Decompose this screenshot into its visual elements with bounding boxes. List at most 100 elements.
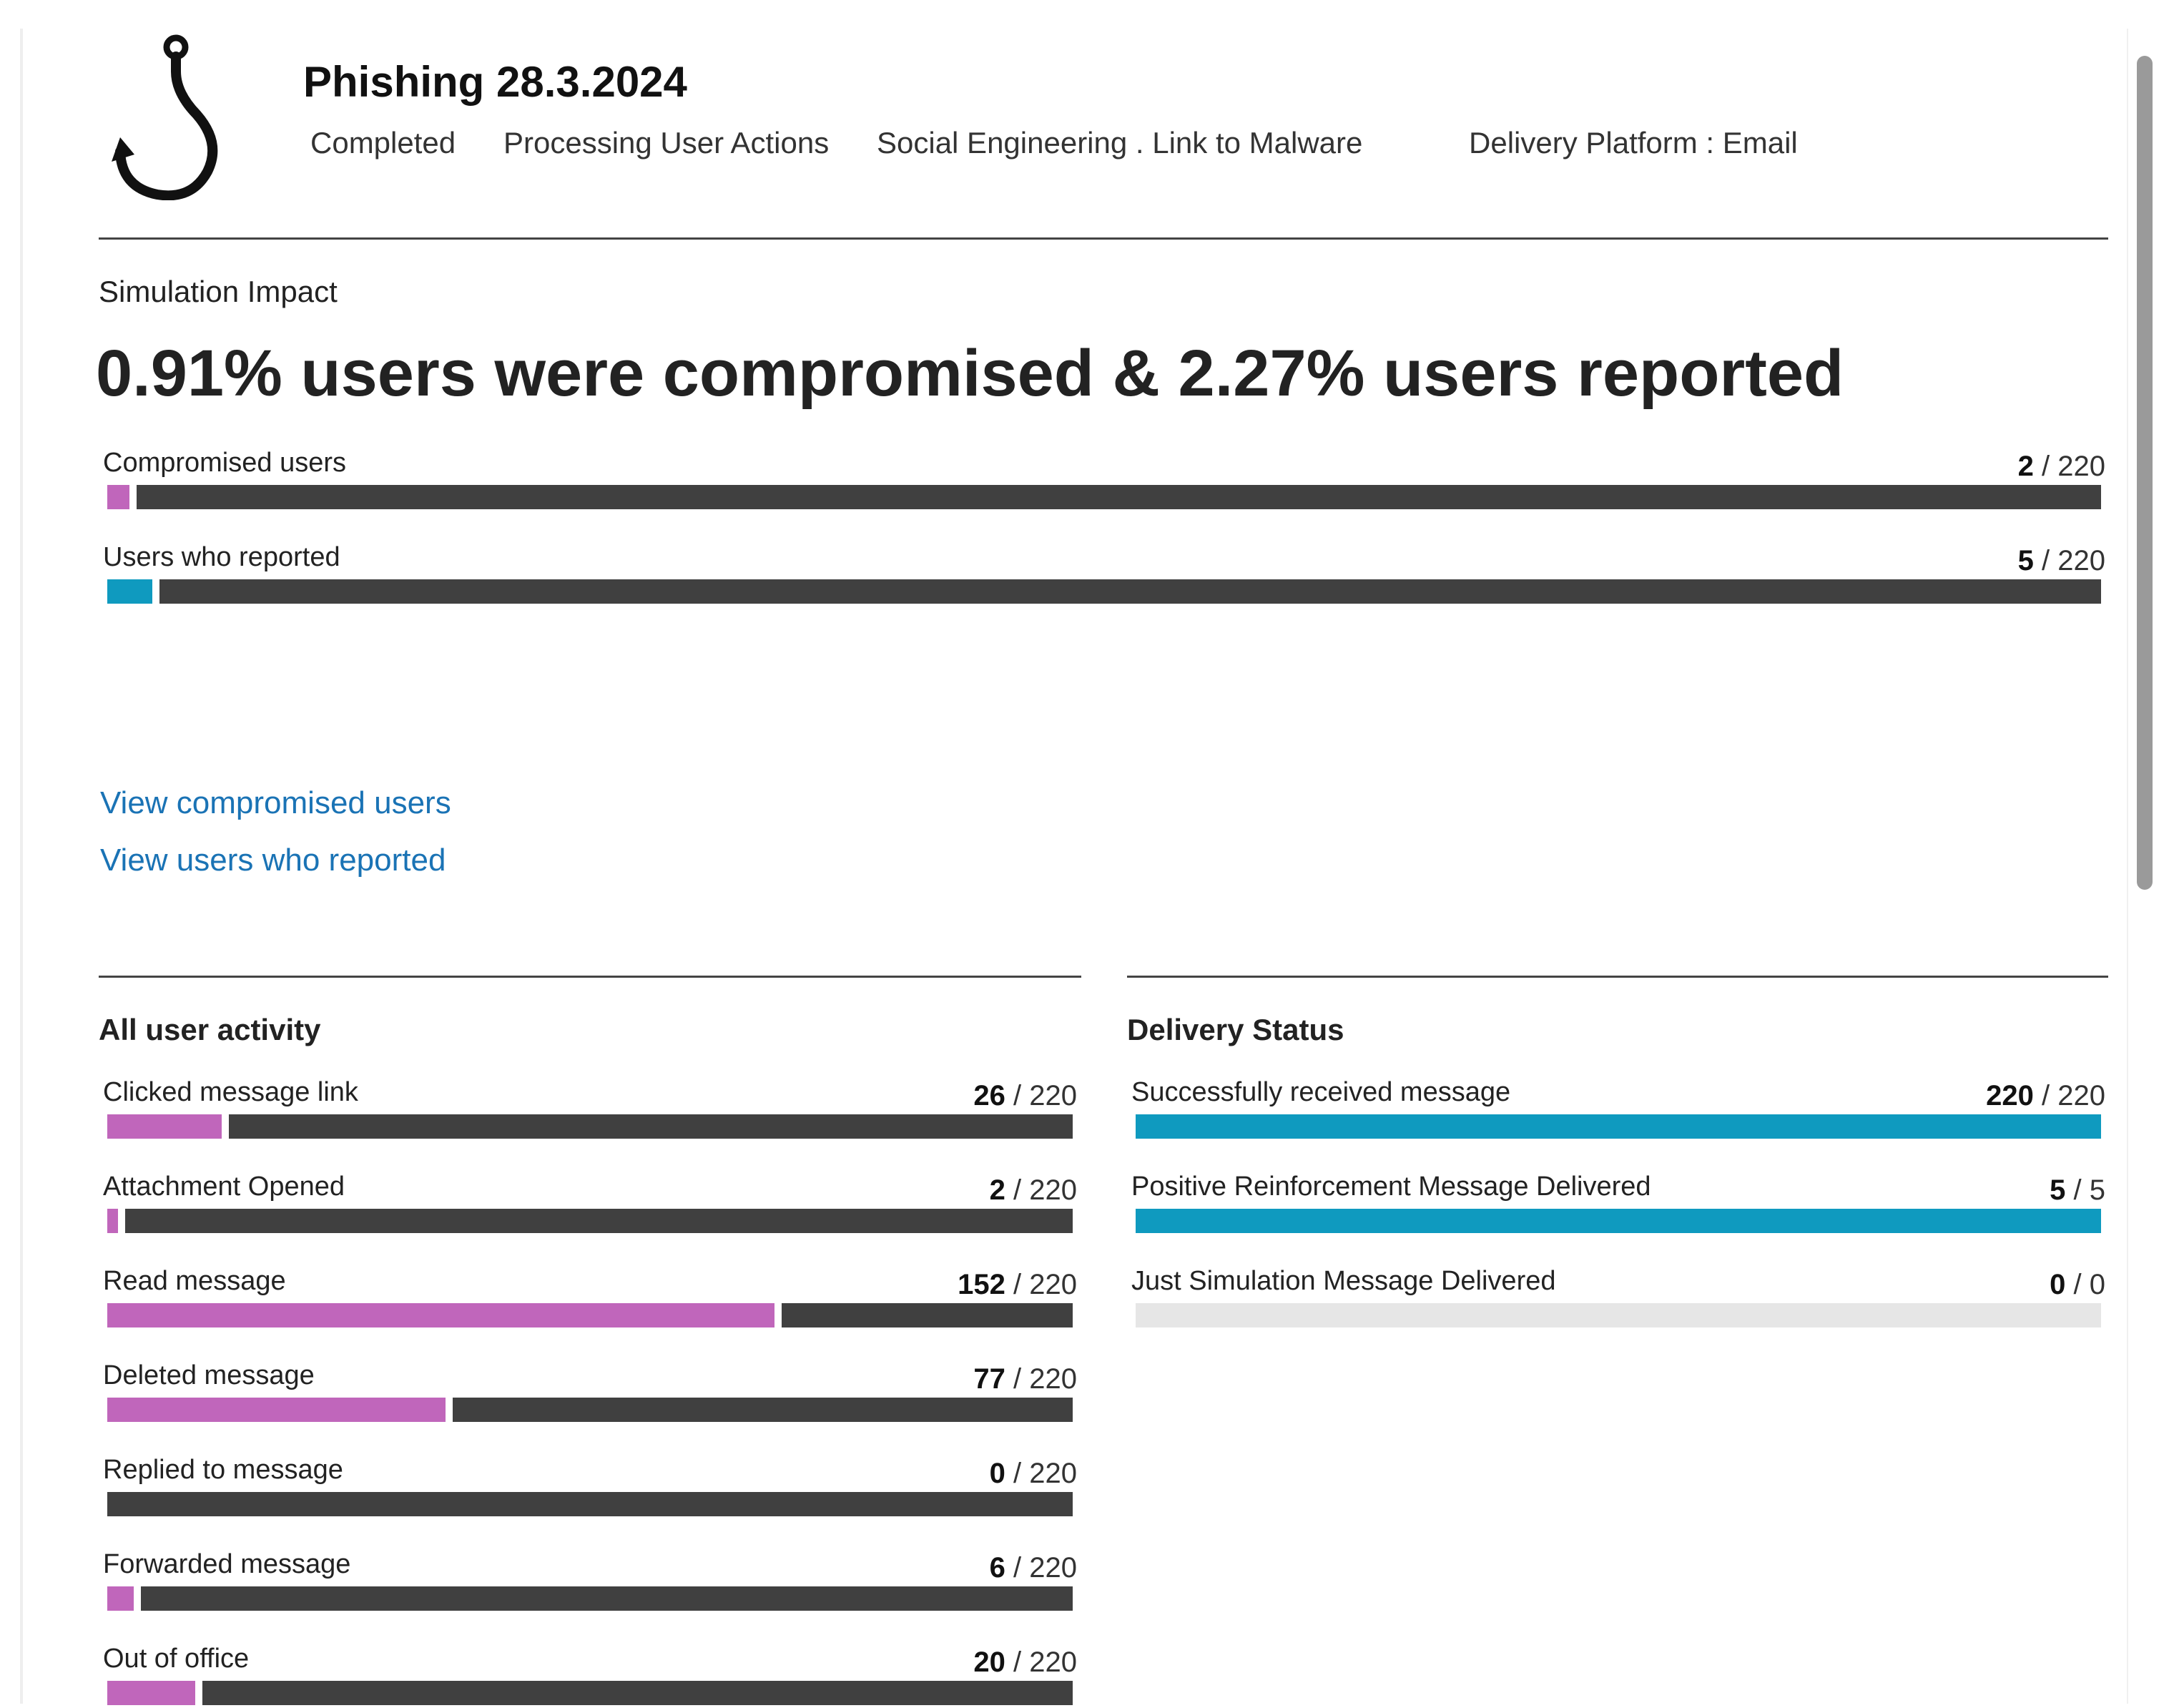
progress-bar-fill	[1136, 1114, 2101, 1139]
metric-forwarded-message: Forwarded message 6 / 220	[99, 1549, 1077, 1614]
all-user-activity-heading: All user activity	[99, 1013, 321, 1046]
metric-total: 220	[2057, 451, 2105, 482]
metric-count: 220 / 220	[1986, 1080, 2105, 1112]
metric-total: 220	[1029, 1080, 1077, 1111]
progress-bar-fill	[107, 485, 129, 509]
metric-label: Deleted message	[103, 1360, 315, 1390]
metric-label: Forwarded message	[103, 1549, 351, 1579]
progress-bar-fill	[107, 1114, 222, 1139]
progress-bar-gap	[774, 1303, 782, 1327]
metric-value: 220	[1986, 1080, 2034, 1111]
progress-bar-track	[107, 485, 2101, 509]
metric-separator: /	[1005, 1458, 1030, 1489]
progress-bar-gap	[445, 1398, 453, 1422]
progress-bar-fill	[107, 1303, 774, 1327]
metric-just-simulation-message-delivered: Just Simulation Message Delivered 0 / 0	[1127, 1266, 2105, 1330]
metric-count: 152 / 220	[958, 1269, 1077, 1301]
metric-total: 5	[2089, 1174, 2105, 1206]
delivery-platform-text: Delivery Platform : Email	[1469, 126, 1798, 159]
metric-separator: /	[2065, 1269, 2090, 1300]
progress-bar-track	[1136, 1209, 2101, 1233]
metric-separator: /	[2033, 1080, 2058, 1111]
metric-total: 220	[1029, 1458, 1077, 1489]
status-text: Completed	[310, 126, 456, 159]
progress-bar-fill	[1136, 1209, 2101, 1233]
metric-separator: /	[1005, 1080, 1030, 1111]
progress-bar-fill	[107, 1209, 118, 1233]
metric-separator: /	[2033, 451, 2058, 482]
scrollbar-thumb[interactable]	[2137, 56, 2153, 890]
metric-value: 2	[989, 1174, 1005, 1206]
header-divider	[99, 237, 2108, 240]
progress-bar-track	[107, 1303, 1073, 1327]
metric-value: 5	[2050, 1174, 2066, 1206]
metric-label: Positive Reinforcement Message Delivered	[1131, 1172, 1651, 1202]
view-users-who-reported-link[interactable]: View users who reported	[100, 843, 446, 878]
panel-left-border	[20, 29, 23, 1704]
technique-text: Social Engineering . Link to Malware	[877, 126, 1363, 159]
metric-count: 2 / 220	[2018, 451, 2105, 483]
impact-headline: 0.91% users were compromised & 2.27% use…	[96, 337, 1844, 410]
metric-label: Attachment Opened	[103, 1172, 345, 1202]
metric-count: 5 / 5	[2050, 1174, 2105, 1207]
metric-count: 6 / 220	[990, 1552, 1077, 1584]
simulation-impact-label: Simulation Impact	[99, 275, 338, 308]
metric-count: 77 / 220	[973, 1363, 1077, 1395]
metric-count: 26 / 220	[973, 1080, 1077, 1112]
metric-label: Compromised users	[103, 448, 346, 478]
metric-separator: /	[1005, 1646, 1030, 1678]
metric-label: Clicked message link	[103, 1077, 358, 1107]
metric-count: 20 / 220	[973, 1646, 1077, 1679]
metric-clicked-message-link: Clicked message link 26 / 220	[99, 1077, 1077, 1142]
metric-separator: /	[1005, 1269, 1030, 1300]
metric-total: 220	[1029, 1646, 1077, 1678]
metric-separator: /	[2065, 1174, 2090, 1206]
metric-compromised-users: Compromised users 2 / 220	[99, 448, 2105, 512]
simulation-title: Phishing 28.3.2024	[303, 58, 687, 106]
progress-bar-track	[107, 1492, 1073, 1516]
activity-divider	[99, 976, 1081, 978]
progress-bar-gap	[133, 1586, 141, 1611]
metric-replied-to-message: Replied to message 0 / 220	[99, 1455, 1077, 1519]
metric-count: 0 / 0	[2050, 1269, 2105, 1301]
progress-bar-track	[107, 1681, 1073, 1705]
progress-bar-fill	[107, 579, 153, 604]
metric-total: 220	[2057, 1080, 2105, 1111]
metric-separator: /	[1005, 1552, 1030, 1584]
metric-value: 77	[973, 1363, 1005, 1395]
progress-bar-track	[107, 1114, 1073, 1139]
view-compromised-users-link[interactable]: View compromised users	[100, 785, 451, 820]
fishing-hook-icon	[112, 34, 218, 200]
delivery-status-heading: Delivery Status	[1127, 1013, 1344, 1046]
metric-label: Successfully received message	[1131, 1077, 1511, 1107]
metric-out-of-office: Out of office 20 / 220	[99, 1644, 1077, 1708]
progress-bar-track	[1136, 1303, 2101, 1327]
metric-attachment-opened: Attachment Opened 2 / 220	[99, 1172, 1077, 1236]
delivery-divider	[1127, 976, 2108, 978]
metric-read-message: Read message 152 / 220	[99, 1266, 1077, 1330]
metric-total: 220	[1029, 1363, 1077, 1395]
metric-separator: /	[2033, 545, 2058, 576]
metric-total: 220	[1029, 1174, 1077, 1206]
metric-deleted-message: Deleted message 77 / 220	[99, 1360, 1077, 1425]
metric-value: 26	[973, 1080, 1005, 1111]
progress-bar-track	[107, 1586, 1073, 1611]
metric-value: 6	[989, 1552, 1005, 1584]
progress-bar-gap	[221, 1114, 229, 1139]
metric-total: 220	[1029, 1552, 1077, 1584]
metric-label: Replied to message	[103, 1455, 343, 1485]
metric-value: 2	[2017, 451, 2034, 482]
progress-bar-track	[107, 1209, 1073, 1233]
progress-bar-gap	[129, 485, 137, 509]
progress-bar-fill	[107, 1586, 134, 1611]
metric-total: 220	[2057, 545, 2105, 576]
metric-count: 2 / 220	[990, 1174, 1077, 1207]
progress-bar-gap	[195, 1681, 202, 1705]
metric-separator: /	[1005, 1363, 1030, 1395]
metric-count: 0 / 220	[990, 1458, 1077, 1490]
metric-total: 220	[1029, 1269, 1077, 1300]
progress-bar-gap	[152, 579, 160, 604]
metric-label: Out of office	[103, 1644, 250, 1674]
progress-bar-fill	[107, 1398, 446, 1422]
